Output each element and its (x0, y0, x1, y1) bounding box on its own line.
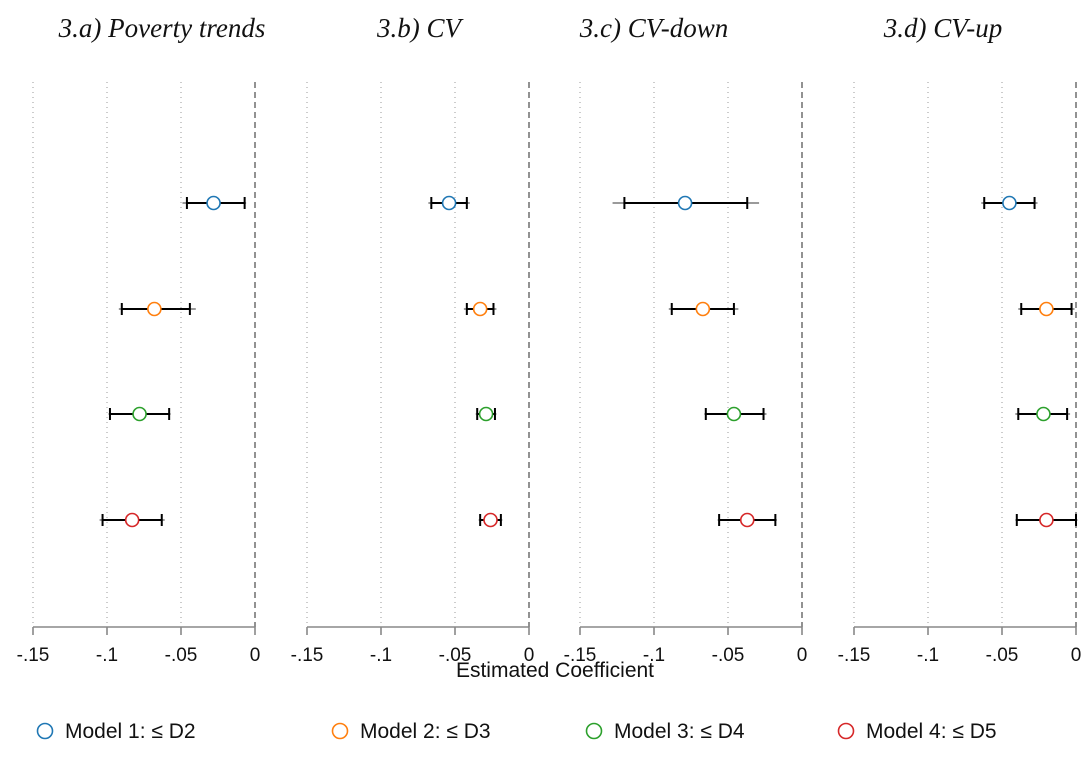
x-tick-label: -.1 (370, 645, 392, 666)
panel-title: 3.d) CV-up (883, 13, 1003, 43)
point-estimate-marker (677, 195, 693, 211)
x-tick-label: 0 (797, 645, 808, 666)
point-estimate-marker (1039, 301, 1054, 317)
x-tick-label: -.05 (165, 645, 198, 666)
point-estimate-marker (695, 301, 711, 317)
legend-label: Model 3: ≤ D4 (614, 720, 745, 743)
point-estimate-marker (1039, 512, 1054, 528)
legend-label: Model 1: ≤ D2 (65, 720, 196, 743)
x-tick-label: -.15 (838, 645, 871, 666)
panel-1: 3.a) Poverty trends -.15 -.1 -.05 0 (17, 13, 266, 666)
point-estimate-marker (472, 301, 488, 317)
panel-title: 3.a) Poverty trends (58, 13, 266, 43)
x-tick-label: -.15 (564, 645, 597, 666)
panel-4: 3.d) CV-up -.15 -.1 -.05 0 (838, 13, 1082, 666)
x-tick-label: -.15 (17, 645, 50, 666)
legend-label: Model 2: ≤ D3 (360, 720, 491, 743)
x-tick-label: -.05 (986, 645, 1019, 666)
x-tick-label: 0 (250, 645, 261, 666)
legend-marker (837, 722, 855, 740)
panel-title: 3.c) CV-down (579, 13, 729, 43)
point-estimate-marker (726, 406, 742, 422)
legend-item: Model 2: ≤ D3 (331, 720, 491, 743)
legend-item: Model 1: ≤ D2 (36, 720, 196, 743)
x-tick-label: -.1 (917, 645, 939, 666)
point-estimate-marker (478, 406, 494, 422)
point-estimate-marker (206, 195, 221, 211)
legend: Model 1: ≤ D2 Model 2: ≤ D3 Model 3: ≤ D4 M… (36, 720, 997, 743)
x-tick-label: -.05 (439, 645, 472, 666)
legend-marker (585, 722, 603, 740)
x-tick-label: 0 (524, 645, 535, 666)
legend-item: Model 3: ≤ D4 (585, 720, 745, 743)
point-estimate-marker (147, 301, 162, 317)
panel-2: 3.b) CV -.15 -.1 -.05 0 (291, 13, 535, 666)
point-estimate-marker (1036, 406, 1051, 422)
x-tick-label: -.1 (96, 645, 118, 666)
point-estimate-marker (483, 512, 498, 528)
legend-marker (331, 722, 349, 740)
panel-title: 3.b) CV (376, 13, 465, 43)
point-estimate-marker (739, 512, 755, 528)
panel-3: 3.c) CV-down -.15 -.1 -.05 0 (564, 13, 808, 666)
point-estimate-marker (132, 406, 147, 422)
point-estimate-marker (441, 195, 457, 211)
x-tick-label: -.05 (712, 645, 745, 666)
legend-label: Model 4: ≤ D5 (866, 720, 997, 743)
x-tick-label: -.15 (291, 645, 324, 666)
point-estimate-marker (1002, 195, 1017, 211)
point-estimate-marker (124, 512, 140, 528)
legend-item: Model 4: ≤ D5 (837, 720, 997, 743)
x-tick-label: 0 (1071, 645, 1082, 666)
legend-marker (36, 722, 54, 740)
x-tick-label: -.1 (643, 645, 665, 666)
panels: 3.a) Poverty trends -.15 -.1 -.05 0 3.b) CV -.… (17, 13, 1082, 666)
x-axis-title: Estimated Coefficient (456, 659, 654, 682)
